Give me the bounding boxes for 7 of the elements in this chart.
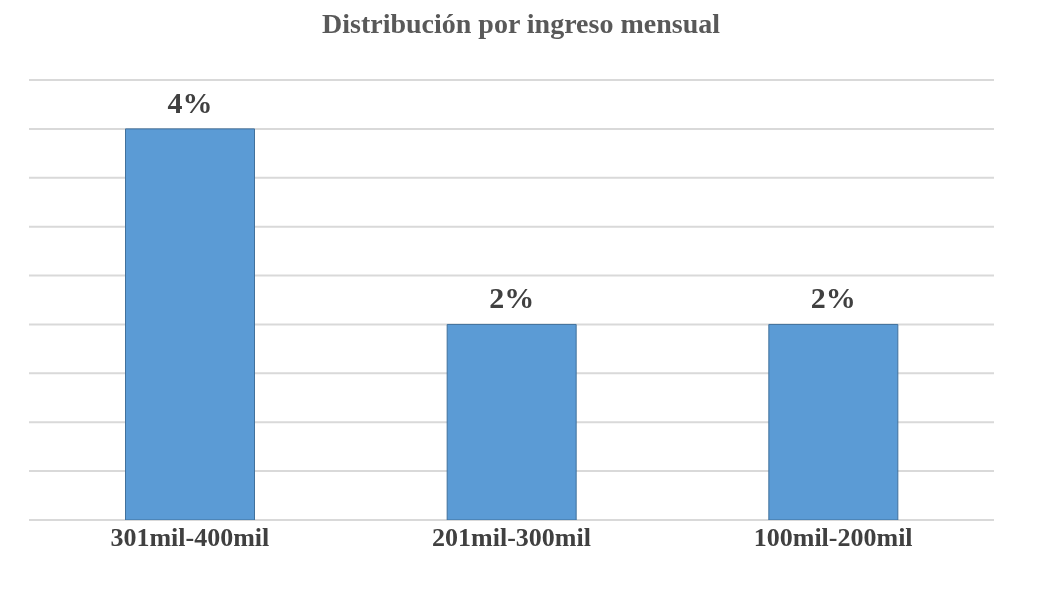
chart-title: Distribución por ingreso mensual	[321, 8, 721, 40]
data-label: 2%	[810, 281, 856, 315]
x-tick-label: 100mil-200mil	[753, 523, 913, 553]
data-label: 2%	[489, 281, 535, 315]
x-tick-label: 301mil-400mil	[110, 523, 270, 553]
data-label: 4%	[167, 85, 213, 119]
x-tick-label: 201mil-300mil	[432, 523, 591, 553]
